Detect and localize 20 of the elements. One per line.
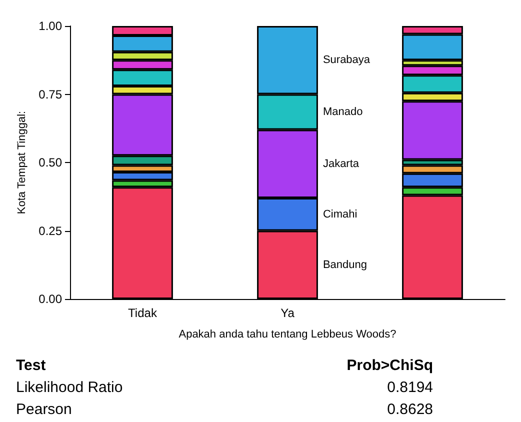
text: Likelihood Ratio — [16, 379, 123, 396]
x-tick-label: Ya — [280, 306, 295, 320]
series-label: Cimahi — [322, 208, 358, 220]
series-label: Surabaya — [322, 54, 371, 66]
series-label: Jakarta — [322, 158, 360, 170]
series-label: Manado — [322, 106, 363, 118]
x-axis-title: Apakah anda tahu tentang Lebbeus Woods? — [178, 328, 396, 340]
y-tick-label: 0.00 — [38, 292, 62, 306]
text: 0.8628 — [387, 401, 434, 418]
y-tick-label: 0.50 — [38, 156, 62, 170]
text: 0.8194 — [387, 379, 434, 396]
y-axis-title: Kota Tempat Tinggal: — [16, 110, 28, 214]
text: Test — [16, 357, 46, 374]
y-tick-label: 0.75 — [38, 87, 62, 102]
text: Prob>ChiSq — [346, 357, 434, 374]
text: Pearson — [16, 401, 72, 418]
y-tick-label: 0.25 — [38, 224, 62, 238]
series-label: Bandung — [322, 258, 367, 271]
x-tick-label: Tidak — [128, 306, 158, 320]
y-tick-label: 1.00 — [38, 19, 62, 33]
